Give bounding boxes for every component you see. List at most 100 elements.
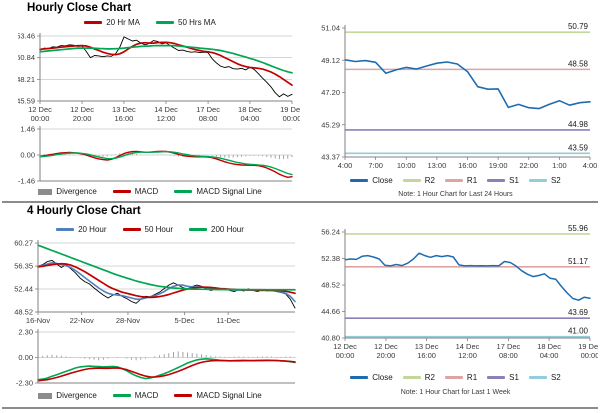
svg-text:51.04: 51.04: [321, 24, 340, 33]
svg-text:2.30: 2.30: [18, 328, 33, 337]
svg-text:45.59: 45.59: [18, 97, 35, 106]
legend-label: Divergence: [56, 187, 97, 196]
legend-label: 20 Hour: [78, 225, 107, 234]
legend-item-macd-signal-line: MACD Signal Line: [174, 187, 262, 196]
svg-text:5-Dec: 5-Dec: [174, 316, 194, 325]
legend-label: MACD Signal Line: [196, 187, 262, 196]
svg-text:12 Dec: 12 Dec: [333, 342, 357, 351]
svg-text:48.52: 48.52: [14, 308, 33, 317]
s2-swatch-icon: [528, 376, 547, 379]
svg-text:56.35: 56.35: [14, 262, 33, 271]
note-last-24-hours: Note: 1 Hour Chart for Last 24 Hours: [398, 191, 513, 198]
legend-item-50-hrs-ma: 50 Hrs MA: [156, 18, 216, 27]
four-hourly-ma-legend: 20 Hour 50 Hour 200 Hour: [10, 225, 290, 234]
svg-text:20:00: 20:00: [377, 351, 396, 360]
svg-text:40.80: 40.80: [321, 334, 340, 343]
svg-text:19 Dec: 19 Dec: [280, 105, 300, 114]
svg-text:4:00: 4:00: [338, 161, 353, 170]
50-hour-swatch-icon: [122, 228, 141, 231]
weekly-levels-legend: Close R2 R1 S1 S2: [313, 373, 598, 382]
legend-item-50-hour: 50 Hour: [122, 225, 173, 234]
svg-text:18 Dec: 18 Dec: [537, 342, 561, 351]
r1-swatch-icon: [444, 376, 463, 379]
legend-label: Close: [372, 373, 393, 382]
close-swatch-icon: [350, 376, 369, 379]
svg-text:47.20: 47.20: [321, 88, 340, 97]
legend-item-r2: R2: [402, 176, 435, 185]
svg-text:16:00: 16:00: [417, 351, 436, 360]
legend-label: 20 Hr MA: [106, 18, 140, 27]
legend-item-close: Close: [350, 373, 393, 382]
legend-item-macd: MACD: [112, 187, 159, 196]
svg-text:04:00: 04:00: [540, 351, 559, 360]
svg-text:12 Dec: 12 Dec: [70, 105, 94, 114]
svg-text:14 Dec: 14 Dec: [456, 342, 480, 351]
s1-swatch-icon: [487, 179, 506, 182]
four-hourly-macd-legend: Divergence MACD MACD Signal Line: [10, 391, 290, 400]
svg-text:56.24: 56.24: [321, 228, 340, 237]
legend-label: R2: [424, 176, 435, 185]
legend-item-divergence: Divergence: [38, 187, 97, 196]
legend-label: R1: [466, 373, 478, 382]
svg-text:51.17: 51.17: [568, 257, 589, 266]
hourly-levels-chart: 51.04 49.12 47.20 45.29 43.37 50.79 48.58 44.98…: [321, 22, 598, 170]
legend-item-20-hour: 20 Hour: [56, 225, 107, 234]
svg-text:17 Dec: 17 Dec: [196, 105, 220, 114]
legend-label: MACD Signal Line: [196, 391, 262, 400]
svg-text:18 Dec: 18 Dec: [238, 105, 262, 114]
svg-text:60.27: 60.27: [14, 239, 33, 248]
legend-label: 50 Hour: [144, 225, 173, 234]
svg-text:43.59: 43.59: [568, 143, 589, 152]
svg-text:50.84: 50.84: [18, 53, 35, 62]
legend-label: 200 Hour: [211, 225, 244, 234]
legend-item-r2: R2: [402, 373, 435, 382]
svg-text:4:00: 4:00: [583, 161, 598, 170]
svg-text:20:00: 20:00: [73, 114, 92, 123]
50-hrs-ma-swatch-icon: [156, 21, 174, 24]
svg-text:1.46: 1.46: [20, 125, 35, 134]
legend-label: MACD: [134, 187, 159, 196]
svg-text:12:00: 12:00: [157, 114, 176, 123]
svg-text:14 Dec: 14 Dec: [154, 105, 178, 114]
four-hourly-macd-chart: 2.30 0.00 -2.30: [16, 328, 296, 388]
20-hr-ma-swatch-icon: [84, 21, 103, 24]
legend-item-s1: S1: [487, 373, 519, 382]
four-hourly-chart-title: 4 Hourly Close Chart: [27, 205, 141, 217]
svg-text:16:00: 16:00: [115, 114, 134, 123]
close-swatch-icon: [350, 179, 369, 182]
svg-text:11-Dec: 11-Dec: [216, 316, 240, 325]
svg-text:22-Nov: 22-Nov: [70, 316, 94, 325]
svg-text:00:00: 00:00: [283, 114, 300, 123]
legend-item-r1: R1: [444, 373, 478, 382]
svg-text:10:00: 10:00: [397, 161, 416, 170]
svg-text:08:00: 08:00: [499, 351, 518, 360]
svg-text:13:00: 13:00: [427, 161, 446, 170]
svg-text:00:00: 00:00: [336, 351, 355, 360]
legend-label: 50 Hrs MA: [178, 18, 216, 27]
svg-text:16-Nov: 16-Nov: [26, 316, 50, 325]
svg-text:16:00: 16:00: [458, 161, 477, 170]
200-hour-swatch-icon: [189, 228, 207, 231]
svg-text:44.66: 44.66: [321, 307, 340, 316]
legend-label: S2: [550, 373, 561, 382]
legend-label: MACD: [134, 391, 159, 400]
legend-item-s2: S2: [528, 373, 561, 382]
svg-text:0.00: 0.00: [20, 151, 35, 160]
svg-text:43.37: 43.37: [321, 153, 340, 162]
legend-label: R1: [466, 176, 478, 185]
section-divider-top: [2, 201, 598, 203]
weekly-levels-chart: 56.24 52.38 48.52 44.66 40.80 55.96 51.17 43.69…: [321, 224, 598, 360]
svg-text:13 Dec: 13 Dec: [415, 342, 439, 351]
hourly-chart-title: Hourly Close Chart: [27, 2, 132, 14]
macd-signal-line-swatch-icon: [174, 394, 193, 397]
svg-text:19:00: 19:00: [489, 161, 508, 170]
svg-text:48.58: 48.58: [568, 59, 589, 68]
hourly-macd-legend: Divergence MACD MACD Signal Line: [10, 187, 290, 196]
note-last-1-week: Note: 1 Hour Chart for Last 1 Week: [400, 389, 511, 396]
svg-text:43.69: 43.69: [568, 308, 589, 317]
svg-text:13 Dec: 13 Dec: [112, 105, 136, 114]
legend-label: S1: [509, 373, 519, 382]
svg-text:-1.46: -1.46: [18, 177, 35, 186]
svg-text:12 Dec: 12 Dec: [374, 342, 398, 351]
